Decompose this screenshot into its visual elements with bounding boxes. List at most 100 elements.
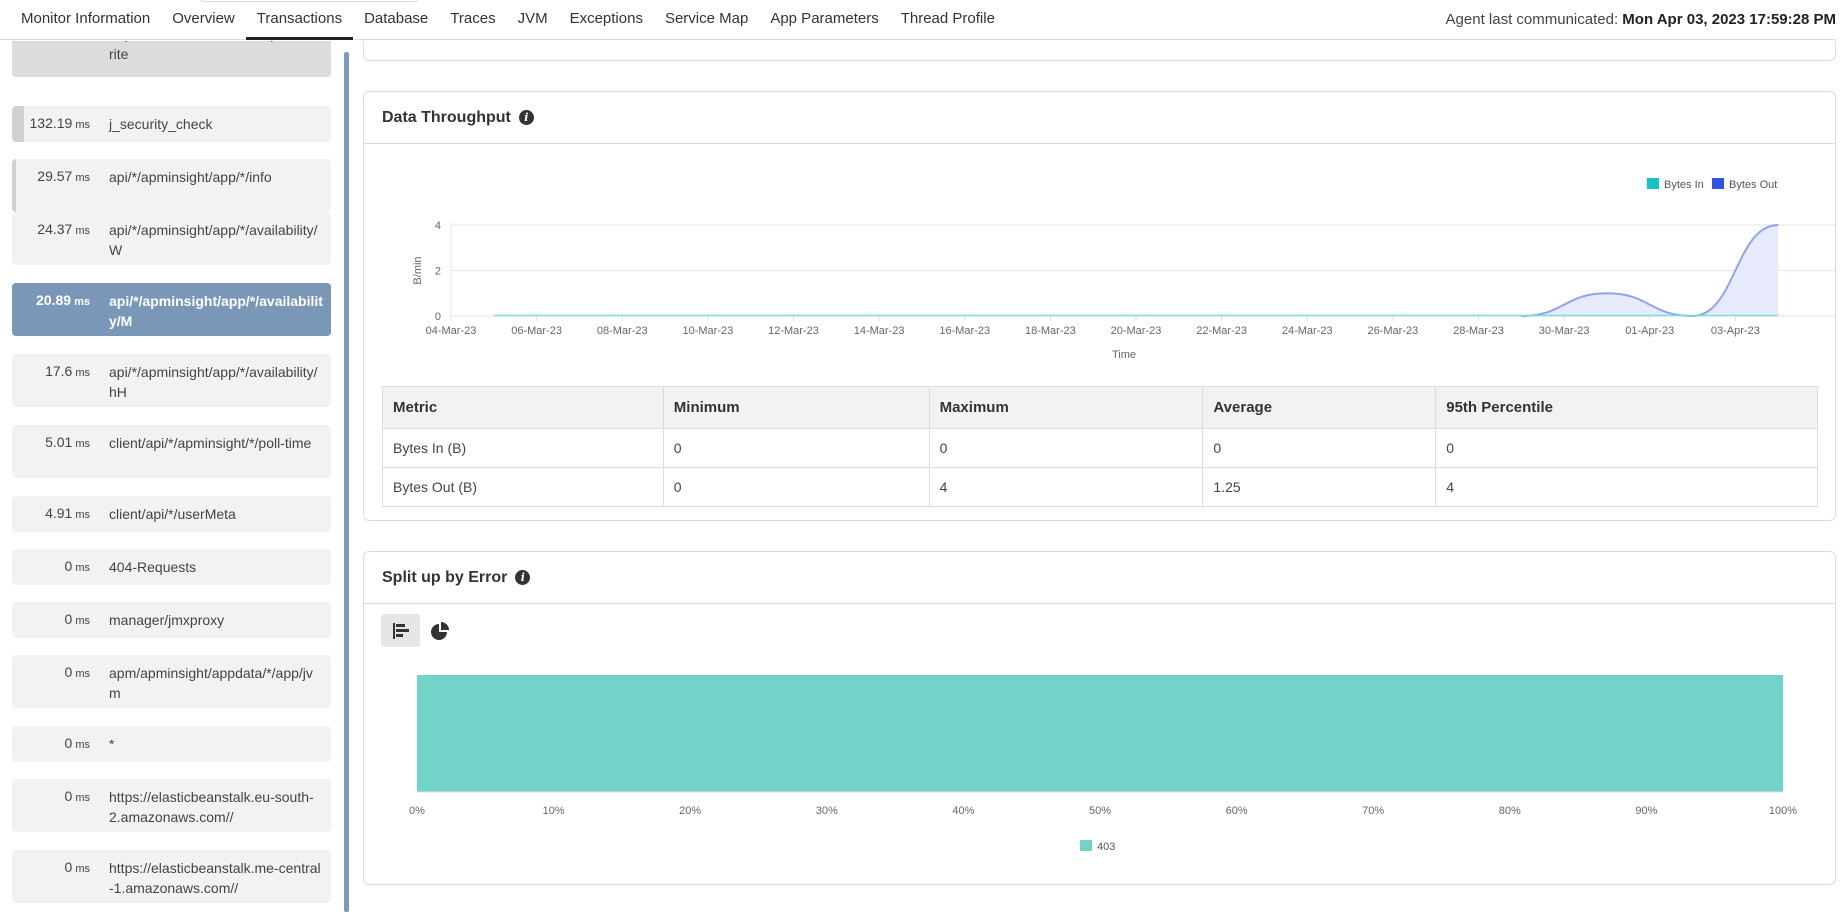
x-tick-label: 22-Mar-23 [1196, 325, 1247, 337]
table-row: Bytes In (B) 0 0 0 0 [382, 428, 1818, 468]
transaction-item[interactable]: 0 ms * [12, 726, 331, 762]
transaction-path: https://elasticbeanstalk.me-central-1.am… [109, 860, 321, 896]
response-time: 0 ms [64, 558, 90, 574]
agent-label: Agent last communicated: [1445, 11, 1619, 28]
transaction-list: 2.77sechttps://creator.zoho.com/api/xml/… [12, 41, 332, 915]
error-split-chart: 0% 10% 20% 30% 40% 50% 60% 70% 80% 90% 100% 403 [409, 675, 1797, 853]
series-line-bytes-out [1521, 224, 1779, 318]
transaction-item[interactable]: 20.89 ms api/*/apminsight/app/*/availabili… [12, 283, 331, 336]
info-icon[interactable]: i [518, 110, 534, 125]
throughput-chart: 0 2 4 04-Mar-23 06-Mar-23 08-Mar-23 10-Mar-23 1… [412, 178, 1835, 361]
column-header: Metric [382, 386, 664, 429]
transaction-path: https://elasticbeanstalk.eu-south-2.amaz… [109, 789, 314, 825]
tab-jvm[interactable]: JVM [517, 9, 548, 27]
transaction-item[interactable]: 29.57 ms api/*/apminsight/app/*/info [12, 159, 331, 212]
transaction-item[interactable]: 132.19 ms j_security_check [12, 106, 331, 142]
transaction-item[interactable]: 0 ms https://elasticbeanstalk.me-central-1… [12, 850, 331, 903]
relative-time-bar [12, 106, 24, 142]
response-time: 0 ms [64, 859, 90, 875]
column-header: Average [1202, 386, 1437, 429]
error-bar-segment [417, 675, 1783, 792]
x-tick-label: 60% [1226, 805, 1248, 817]
column-header: 95th Percentile [1435, 386, 1818, 429]
series-area-bytes-out [1521, 225, 1779, 316]
y-tick-label: 4 [435, 220, 441, 232]
x-tick-label: 06-Mar-23 [511, 325, 562, 337]
card-title: Split up by Error [382, 568, 508, 586]
transaction-path: manager/jmxproxy [109, 612, 225, 628]
agent-time: Mon Apr 03, 2023 17:59:28 PM [1622, 11, 1836, 28]
transaction-path: * [109, 736, 115, 752]
top-panel-edge [200, 0, 418, 2]
tab-traces[interactable]: Traces [450, 9, 496, 27]
transaction-path: https://creator.zoho.com/api/xml/write [109, 41, 321, 62]
response-time: 29.57 ms [37, 168, 90, 184]
x-axis-title: Time [1112, 349, 1136, 361]
tab-service-map[interactable]: Service Map [664, 9, 749, 27]
x-tick-label: 30% [816, 805, 838, 817]
card-title: Data Throughput [382, 108, 511, 126]
transaction-path: api/*/apminsight/app/*/availability/hH [109, 364, 318, 400]
transaction-path: api/*/apminsight/app/*/info [109, 169, 272, 185]
table-cell: 0 [1435, 428, 1818, 468]
transaction-item[interactable]: 2.77sechttps://creator.zoho.com/api/xml/… [12, 41, 331, 77]
tab-app-parameters[interactable]: App Parameters [770, 9, 879, 27]
x-tick-label: 0% [409, 805, 425, 817]
legend-label: Bytes In [1664, 179, 1704, 191]
transaction-item[interactable]: 17.6 ms api/*/apminsight/app/*/availabilit… [12, 354, 331, 407]
tab-thread-profile[interactable]: Thread Profile [900, 9, 995, 27]
table-cell: 4 [1435, 467, 1818, 507]
table-cell: 4 [928, 467, 1204, 507]
x-tick-label: 01-Apr-23 [1625, 325, 1674, 337]
transaction-item[interactable]: 5.01 ms client/api/*/apminsight/*/poll-tim… [12, 425, 331, 478]
x-tick-label: 08-Mar-23 [597, 325, 648, 337]
column-header: Minimum [662, 386, 930, 429]
x-tick-label: 03-Apr-23 [1711, 325, 1760, 337]
table-cell: 0 [662, 467, 930, 507]
x-tick-label: 80% [1499, 805, 1521, 817]
sidebar-scrollbar[interactable] [344, 52, 349, 912]
tab-overview[interactable]: Overview [172, 9, 235, 27]
info-icon[interactable]: i [515, 570, 531, 585]
response-time: 4.91 ms [45, 505, 90, 521]
table-cell: Bytes Out (B) [382, 467, 664, 507]
x-tick-label: 20% [679, 805, 701, 817]
table-cell: 0 [928, 428, 1204, 468]
transaction-path: client/api/*/apminsight/*/poll-time [109, 435, 312, 451]
column-header: Maximum [928, 386, 1204, 429]
data-throughput-card: Data Throughput i 0 2 4 04-Mar-23 06-Mar-23 08… [363, 91, 1836, 521]
x-tick-label: 90% [1635, 805, 1657, 817]
x-tick-label: 24-Mar-23 [1282, 325, 1333, 337]
tab-monitor-information[interactable]: Monitor Information [21, 9, 151, 27]
pie-chart-icon [430, 621, 449, 640]
transaction-path: api/*/apminsight/app/*/availability/M [109, 293, 323, 329]
x-tick-label: 100% [1769, 805, 1797, 817]
x-tick-label: 14-Mar-23 [854, 325, 905, 337]
x-tick-label: 28-Mar-23 [1453, 325, 1504, 337]
transaction-path: api/*/apminsight/app/*/availability/W [109, 222, 318, 258]
transaction-item[interactable]: 24.37 ms api/*/apminsight/app/*/availabili… [12, 212, 331, 265]
transaction-item[interactable]: 0 ms apm/apminsight/appdata/*/app/jvm [12, 655, 331, 708]
legend-label: 403 [1097, 841, 1115, 853]
legend-swatch [1080, 840, 1092, 851]
y-axis-title: B/min [412, 256, 424, 284]
transaction-path: j_security_check [109, 116, 213, 132]
transaction-item[interactable]: 0 ms 404-Requests [12, 549, 331, 585]
transaction-item[interactable]: 0 ms https://elasticbeanstalk.eu-south-2.a… [12, 779, 331, 832]
response-time: 0 ms [64, 664, 90, 680]
split-by-error-card: Split up by Error i 0% 10% 20% 30% 40% 50% 60% 7… [363, 551, 1836, 885]
x-tick-label: 10% [543, 805, 565, 817]
bar-view-button[interactable] [381, 614, 420, 647]
tab-database[interactable]: Database [364, 9, 429, 27]
x-tick-label: 16-Mar-23 [939, 325, 990, 337]
legend-swatch [1712, 178, 1724, 189]
x-tick-label: 70% [1362, 805, 1384, 817]
tab-exceptions[interactable]: Exceptions [569, 9, 643, 27]
transaction-item[interactable]: 0 ms manager/jmxproxy [12, 602, 331, 638]
tab-transactions[interactable]: Transactions [245, 0, 354, 40]
x-tick-label: 04-Mar-23 [426, 325, 477, 337]
response-time: 5.01 ms [45, 434, 90, 450]
table-row: Bytes Out (B) 0 4 1.25 4 [382, 467, 1818, 507]
pie-view-button[interactable] [420, 614, 459, 647]
transaction-item[interactable]: 4.91 ms client/api/*/userMeta [12, 496, 331, 532]
